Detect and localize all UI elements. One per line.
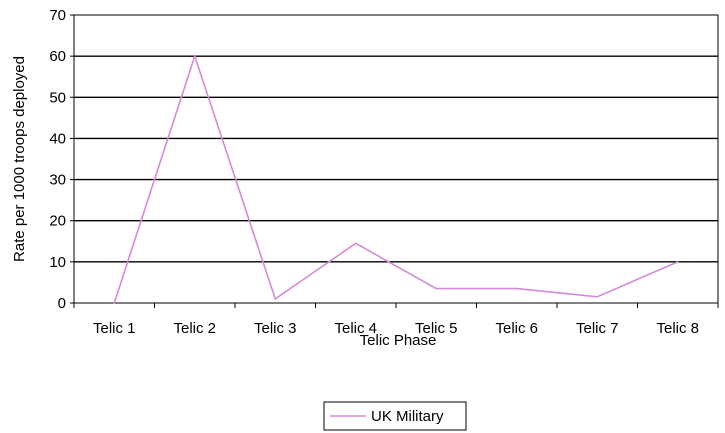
x-axis-tick-labels: Telic 1 Telic 2 Telic 3 Telic 4 Telic 5 Telic… [73, 303, 719, 337]
data-point [274, 298, 277, 300]
series-line-uk-military [113, 53, 679, 304]
legend: UK Military [323, 401, 467, 431]
y-tick-label: 30 [49, 172, 66, 189]
data-point [354, 242, 357, 245]
y-tick-label: 40 [49, 130, 66, 147]
x-tick-label: Telic 1 [93, 320, 136, 337]
y-tick-label: 60 [49, 48, 66, 65]
data-point [676, 261, 679, 263]
data-point [596, 296, 599, 298]
y-tick-label: 10 [49, 254, 66, 271]
data-point [435, 287, 438, 290]
y-tick-label: 70 [49, 7, 66, 24]
y-axis-tick-labels: 0 10 20 30 40 50 60 70 [49, 7, 74, 312]
y-axis-title: Rate per 1000 troops deployed [11, 56, 28, 262]
x-tick-label: Telic 2 [173, 320, 216, 337]
x-tick-label: Telic 8 [656, 320, 699, 337]
legend-label-uk-military: UK Military [371, 408, 444, 425]
y-tick-label: 50 [49, 89, 66, 106]
x-tick-label: Telic 7 [576, 320, 619, 337]
y-tick-label: 0 [58, 295, 66, 312]
data-point [113, 302, 116, 304]
data-point [515, 287, 518, 290]
x-tick-label: Telic 6 [495, 320, 538, 337]
gridlines [74, 55, 718, 263]
y-tick-label: 20 [49, 213, 66, 230]
data-point [193, 55, 196, 57]
plot-area-frame [73, 14, 719, 304]
x-tick-label: Telic 3 [254, 320, 297, 337]
x-axis-title: Telic Phase [360, 332, 437, 349]
series-layer [113, 53, 679, 304]
x-tick-label: Telic 4 [334, 320, 377, 337]
x-tick-label: Telic 5 [415, 320, 458, 337]
